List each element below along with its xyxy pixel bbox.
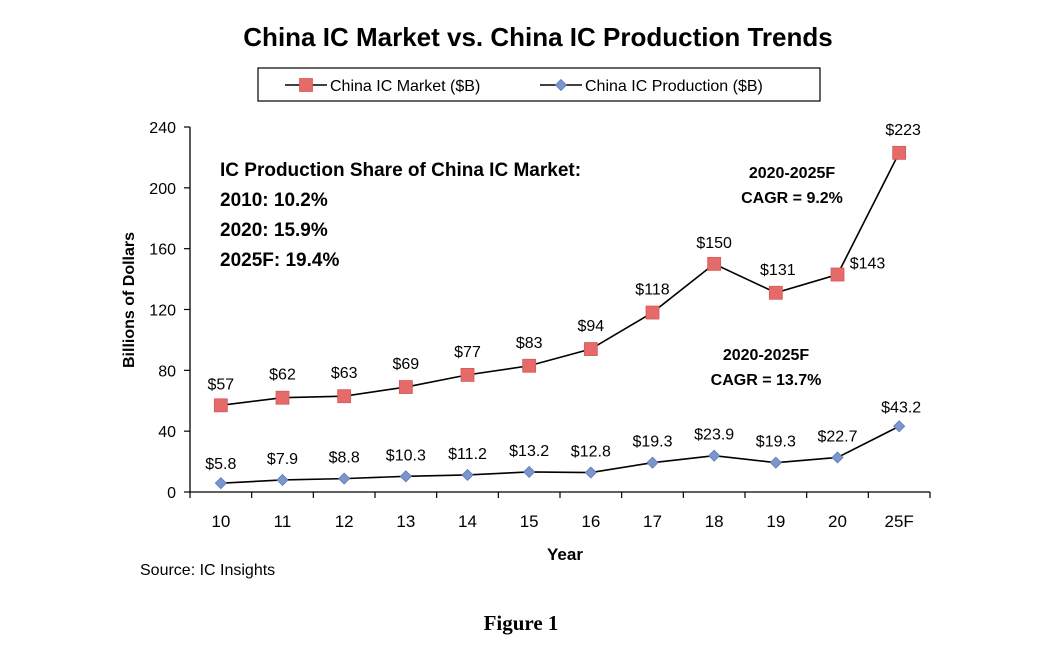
x-tick-label: 18 <box>705 512 724 531</box>
data-label: $62 <box>269 367 296 384</box>
y-tick-label: 120 <box>149 303 176 320</box>
data-label: $12.8 <box>571 444 611 461</box>
share-line: 2020: 15.9% <box>220 220 328 241</box>
production-cagr-note: CAGR = 13.7% <box>711 372 822 389</box>
x-tick-label: 20 <box>828 512 847 531</box>
data-label: $43.2 <box>881 399 921 416</box>
data-label: $19.3 <box>756 434 796 451</box>
data-point <box>707 256 722 271</box>
y-tick-label: 40 <box>158 424 176 441</box>
x-tick-label: 13 <box>396 512 415 531</box>
legend-marker <box>299 78 313 92</box>
data-point <box>708 449 721 462</box>
data-point <box>461 468 474 482</box>
data-label: $69 <box>392 356 419 373</box>
data-label: $77 <box>454 344 481 361</box>
x-tick-label: 15 <box>520 512 539 531</box>
y-tick-label: 160 <box>149 242 176 259</box>
source-note: Source: IC Insights <box>140 562 275 579</box>
y-axis-title: Billions of Dollars <box>121 232 138 368</box>
production-cagr-note: 2020-2025F <box>723 347 810 364</box>
data-label: $10.3 <box>386 447 426 464</box>
y-tick-label: 80 <box>158 363 176 380</box>
data-point <box>523 465 536 478</box>
market-cagr-note: CAGR = 9.2% <box>741 190 843 207</box>
x-tick-label: 14 <box>458 512 477 531</box>
x-tick-label: 17 <box>643 512 662 531</box>
x-axis-title: Year <box>547 545 583 564</box>
legend-marker <box>554 78 568 92</box>
series-line <box>220 152 900 407</box>
x-tick-label: 19 <box>766 512 785 531</box>
y-tick-label: 0 <box>167 485 176 502</box>
data-point <box>337 389 352 404</box>
data-label: $83 <box>516 335 543 352</box>
data-point <box>768 285 783 300</box>
legend-box <box>257 67 821 102</box>
data-label: $8.8 <box>329 450 360 467</box>
data-label: $150 <box>696 235 732 252</box>
data-point <box>830 267 845 282</box>
chart-title: China IC Market vs. China IC Production … <box>243 22 832 52</box>
data-point <box>645 305 660 320</box>
x-tick-label: 11 <box>274 512 292 531</box>
series-line <box>220 425 900 484</box>
series-china-ic-market: $57 $62 $63 $69 $77 $83 $94 $118 $150 $131 $143 $22… <box>207 122 921 413</box>
data-point <box>646 456 659 469</box>
data-point <box>522 358 537 373</box>
data-label: $19.3 <box>632 434 672 451</box>
data-point <box>893 420 906 433</box>
data-point <box>584 466 597 479</box>
data-point <box>460 367 475 382</box>
data-label: $223 <box>885 122 921 139</box>
data-label: $23.9 <box>694 427 734 444</box>
data-point <box>892 145 907 160</box>
data-point <box>276 473 289 487</box>
data-label: $94 <box>577 318 604 335</box>
x-tick-label: 10 <box>211 512 230 531</box>
data-label: $22.7 <box>817 428 857 445</box>
y-tick-label: 200 <box>149 181 176 198</box>
share-title: IC Production Share of China IC Market: <box>220 160 581 181</box>
data-point <box>831 451 844 464</box>
data-point <box>399 470 412 483</box>
y-tick-label: 240 <box>149 120 176 137</box>
data-label: $131 <box>760 262 796 279</box>
data-label: $7.9 <box>267 451 298 468</box>
legend-label: China IC Market ($B) <box>330 78 480 95</box>
x-tick-label: 16 <box>581 512 600 531</box>
x-tick-label: 25F <box>885 512 914 531</box>
data-label: $13.2 <box>509 443 549 460</box>
series-china-ic-production: $5.8 $7.9 $8.8 $10.3 $11.2 $13.2 $12.8 $19.3 $23… <box>205 399 921 490</box>
data-point <box>338 472 351 485</box>
data-label: $57 <box>207 376 234 393</box>
market-cagr-note: 2020-2025F <box>749 165 836 182</box>
data-label: $11.2 <box>448 446 487 463</box>
figure-caption: Figure 1 <box>484 611 559 635</box>
data-label: $118 <box>635 282 670 299</box>
x-tick-label: 12 <box>335 512 354 531</box>
legend: China IC Market ($B) China IC Production … <box>257 67 821 102</box>
data-point <box>398 380 413 394</box>
data-label: $5.8 <box>205 456 236 473</box>
data-point <box>214 477 227 490</box>
data-label: $143 <box>850 256 886 273</box>
data-point <box>275 390 290 405</box>
data-label: $63 <box>331 365 358 382</box>
data-point <box>583 342 598 356</box>
data-point <box>213 398 228 413</box>
legend-label: China IC Production ($B) <box>585 78 763 95</box>
share-line: 2010: 10.2% <box>220 190 328 211</box>
data-point <box>769 456 782 469</box>
share-line: 2025F: 19.4% <box>220 250 339 271</box>
